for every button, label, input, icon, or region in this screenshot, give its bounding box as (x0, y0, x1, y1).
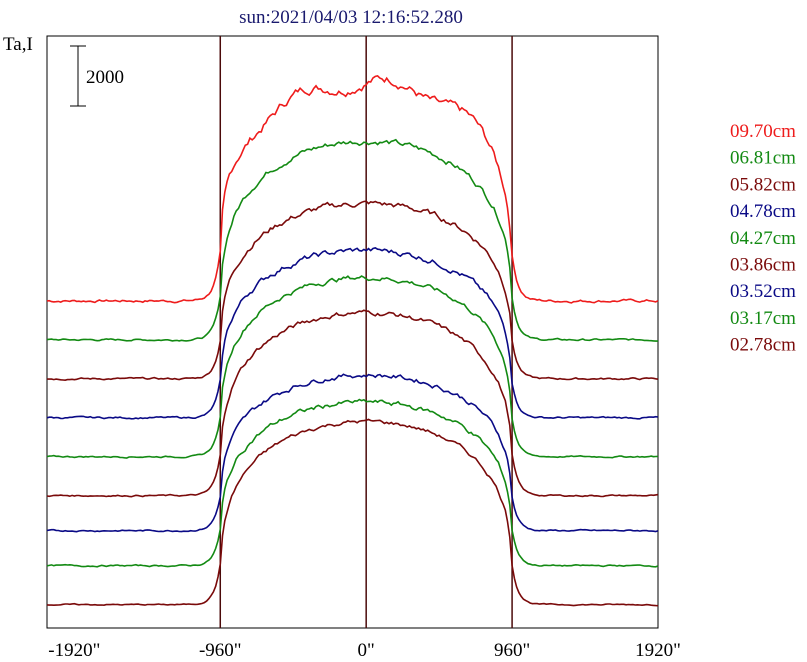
legend-entry: 06.81cm (730, 148, 796, 169)
chart-title: sun:2021/04/03 12:16:52.280 (239, 7, 463, 28)
legend-entry: 03.52cm (730, 281, 796, 302)
plot-frame (46, 35, 659, 629)
y-axis-label: Ta,I (3, 34, 33, 55)
series-line (46, 138, 658, 342)
legend-entry: 04.27cm (730, 228, 796, 249)
legend-entry: 03.86cm (730, 255, 796, 276)
series-line (46, 247, 659, 420)
x-tick-label: 0" (358, 640, 375, 661)
series-line (46, 75, 659, 304)
series-line (46, 200, 659, 382)
legend-entry: 02.78cm (730, 335, 796, 356)
legend-entry: 09.70cm (730, 121, 796, 142)
legend-entry: 03.17cm (730, 308, 796, 329)
series-line (46, 309, 659, 498)
legend-entry: 04.78cm (730, 201, 796, 222)
legend: 09.70cm 06.81cm 05.82cm 04.78cm 04.27cm 03.86… (730, 121, 796, 356)
series-line (46, 275, 659, 459)
x-tick-label: 960" (494, 640, 530, 661)
x-axis-ticks: -1920" -960" 0" 960" 1920" (48, 640, 681, 661)
series-line (46, 373, 659, 533)
scale-bar: 2000 (70, 45, 124, 107)
scale-bar-label: 2000 (86, 67, 124, 88)
series-line (46, 418, 659, 607)
legend-entry: 05.82cm (730, 174, 796, 195)
x-tick-label: -1920" (48, 640, 100, 661)
x-tick-label: 1920" (635, 640, 681, 661)
x-tick-label: -960" (199, 640, 242, 661)
series-line (46, 398, 659, 568)
series-group (46, 75, 659, 607)
